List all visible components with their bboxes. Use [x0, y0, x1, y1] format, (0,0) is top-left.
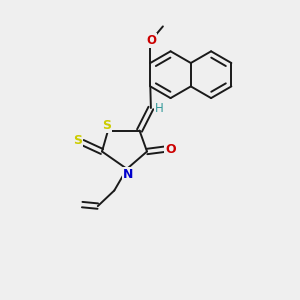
- Text: N: N: [123, 167, 133, 181]
- Text: O: O: [146, 34, 156, 47]
- Text: S: S: [102, 119, 111, 132]
- Text: S: S: [73, 134, 82, 147]
- Text: O: O: [165, 142, 176, 156]
- Text: H: H: [155, 102, 164, 116]
